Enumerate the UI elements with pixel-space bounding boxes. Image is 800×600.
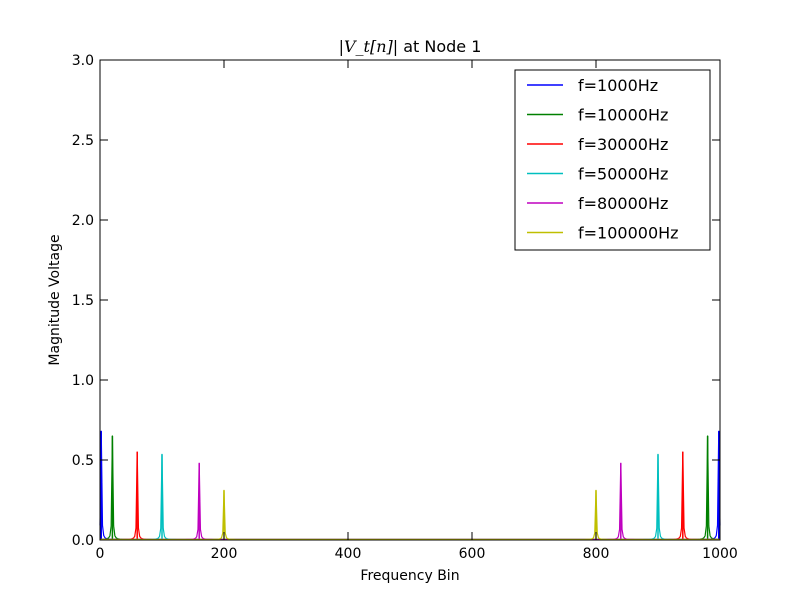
y-tick-label: 2.0 xyxy=(72,213,94,229)
legend-box xyxy=(514,69,711,251)
legend-label: f=10000Hz xyxy=(578,106,668,125)
legend-entry: f=10000Hz xyxy=(527,106,668,125)
chart-title-math: |V_t[n]| xyxy=(339,37,399,56)
legend-entry: f=1000Hz xyxy=(527,76,658,95)
y-tick-label: 3.0 xyxy=(72,53,94,69)
x-tick-label: 1000 xyxy=(702,546,738,562)
legend-entry: f=50000Hz xyxy=(527,165,668,184)
chart-title-suffix: at Node 1 xyxy=(398,37,481,56)
y-axis-label: Magnitude Voltage xyxy=(47,234,63,365)
legend-label: f=80000Hz xyxy=(578,194,668,213)
x-tick-label: 400 xyxy=(335,546,362,562)
legend-label: f=100000Hz xyxy=(578,224,679,243)
y-tick-label: 2.5 xyxy=(72,133,94,149)
legend: f=1000Hz f=10000Hz f=30000Hz f=50000Hz f=800… xyxy=(514,69,711,251)
x-tick-label: 600 xyxy=(459,546,486,562)
x-axis-label: Frequency Bin xyxy=(360,568,459,584)
legend-label: f=50000Hz xyxy=(578,165,668,184)
chart-title: |V_t[n]| at Node 1 xyxy=(339,37,482,56)
y-tick-label: 1.5 xyxy=(72,293,94,309)
y-axis-ticks: 0.0 0.5 1.0 1.5 2.0 2.5 3.0 xyxy=(72,53,720,549)
legend-entry: f=80000Hz xyxy=(527,194,668,213)
legend-entry: f=100000Hz xyxy=(527,224,679,243)
x-tick-label: 800 xyxy=(583,546,610,562)
x-tick-label: 0 xyxy=(96,546,105,562)
legend-label: f=30000Hz xyxy=(578,135,668,154)
y-tick-label: 1.0 xyxy=(72,373,94,389)
y-tick-label: 0.0 xyxy=(72,533,94,549)
x-axis-ticks: 0 200 400 600 800 1000 xyxy=(96,60,738,562)
y-tick-label: 0.5 xyxy=(72,453,94,469)
legend-entry: f=30000Hz xyxy=(527,135,668,154)
x-tick-label: 200 xyxy=(211,546,238,562)
legend-label: f=1000Hz xyxy=(578,76,658,95)
